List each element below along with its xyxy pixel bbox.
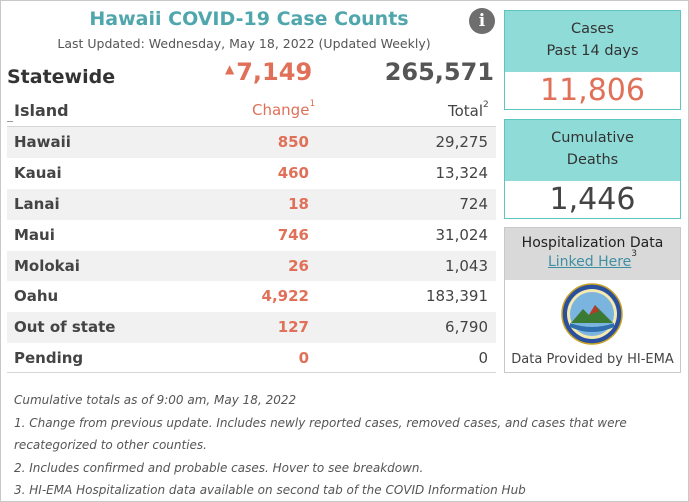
statewide-total[interactable]: 265,571 bbox=[384, 58, 494, 86]
island-change: 460 bbox=[277, 163, 309, 182]
cumulative-deaths-value: 1,446 bbox=[549, 182, 636, 217]
deaths-panel-subtitle: Deaths bbox=[566, 152, 619, 168]
table-row[interactable]: Molokai 26 1,043 bbox=[7, 250, 496, 282]
column-header-change-label: Change bbox=[252, 101, 310, 119]
column-header-island: Island bbox=[14, 101, 69, 120]
column-header-change: Change1 bbox=[252, 99, 316, 119]
last-updated-text: Last Updated: Wednesday, May 18, 2022 (U… bbox=[57, 36, 431, 51]
footnote-line: 3. HI-EMA Hospitalization data available… bbox=[14, 483, 526, 497]
footnote-line: 2. Includes confirmed and probable cases… bbox=[14, 460, 424, 475]
island-change: 26 bbox=[288, 256, 309, 275]
cases-14-days-panel[interactable]: Cases Past 14 days 11,806 bbox=[504, 10, 681, 110]
header-divider bbox=[7, 126, 496, 127]
column-header-total: Total2 bbox=[448, 100, 489, 120]
island-name: Pending bbox=[14, 349, 84, 368]
island-total: 724 bbox=[459, 194, 488, 213]
footnote-line: Cumulative totals as of 9:00 am, May 18,… bbox=[14, 393, 297, 407]
island-name: Hawaii bbox=[14, 133, 71, 151]
page-title: Hawaii COVID-19 Case Counts bbox=[89, 8, 409, 30]
island-change: 127 bbox=[277, 318, 309, 337]
footnotes: Cumulative totals as of 9:00 am, May 18,… bbox=[14, 389, 654, 502]
island-total: 13,324 bbox=[435, 163, 489, 182]
island-total: 183,391 bbox=[425, 287, 488, 306]
deaths-panel-header: Cumulative Deaths bbox=[505, 120, 680, 181]
footnote-ref-3: 3 bbox=[631, 249, 638, 259]
column-header-total-label: Total bbox=[448, 102, 484, 120]
hospitalization-link[interactable]: Linked Here bbox=[547, 254, 632, 270]
cases-panel-subtitle: Past 14 days bbox=[546, 43, 639, 59]
deaths-panel-title: Cumulative bbox=[551, 130, 634, 146]
table-row[interactable]: Pending 0 0 bbox=[7, 343, 496, 374]
statewide-change[interactable]: ▲7,149 bbox=[225, 58, 312, 86]
island-change: 850 bbox=[277, 133, 309, 151]
island-total: 29,275 bbox=[435, 133, 489, 151]
island-change: 4,922 bbox=[261, 287, 309, 306]
hospitalization-panel: Hospitalization Data Linked Here3 Data P… bbox=[504, 227, 681, 373]
column-resize-mark bbox=[7, 121, 13, 122]
table-row[interactable]: Oahu 4,922 183,391 bbox=[7, 281, 496, 312]
cumulative-deaths-panel[interactable]: Cumulative Deaths 1,446 bbox=[504, 119, 681, 219]
island-total: 6,790 bbox=[445, 318, 488, 337]
island-name: Out of state bbox=[14, 318, 116, 337]
cases-panel-title: Cases bbox=[570, 21, 615, 37]
hi-ema-seal-icon bbox=[561, 283, 623, 345]
table-row[interactable]: Out of state 127 6,790 bbox=[7, 312, 496, 344]
island-change: 18 bbox=[288, 194, 309, 213]
island-name: Molokai bbox=[14, 256, 80, 275]
table-row[interactable]: Kauai 460 13,324 bbox=[7, 158, 496, 189]
data-source-text: Data Provided by HI-EMA bbox=[511, 352, 674, 367]
island-total: 0 bbox=[478, 349, 488, 368]
island-total: 31,024 bbox=[435, 225, 489, 244]
island-change: 0 bbox=[298, 349, 309, 368]
statewide-label: Statewide bbox=[7, 66, 116, 88]
table-row[interactable]: Hawaii 850 29,275 bbox=[7, 127, 496, 158]
notes-divider bbox=[7, 372, 496, 373]
footnote-line: recategorized to other counties. bbox=[14, 438, 207, 452]
hospitalization-title: Hospitalization Data bbox=[521, 235, 664, 251]
footnote-ref-2: 2 bbox=[483, 100, 489, 110]
island-change: 746 bbox=[277, 225, 309, 244]
island-name: Lanai bbox=[14, 194, 60, 213]
table-row[interactable]: Lanai 18 724 bbox=[7, 188, 496, 220]
footnote-line: 1. Change from previous update. Includes… bbox=[14, 415, 627, 430]
statewide-change-value: 7,149 bbox=[236, 58, 313, 86]
hospitalization-header: Hospitalization Data Linked Here3 bbox=[505, 228, 680, 280]
island-name: Maui bbox=[14, 225, 55, 244]
footnote-ref-1: 1 bbox=[309, 99, 316, 109]
island-table: Hawaii 850 29,275 Kauai 460 13,324 Lanai… bbox=[7, 127, 496, 374]
up-triangle-icon: ▲ bbox=[225, 62, 235, 76]
island-name: Kauai bbox=[14, 163, 62, 182]
island-total: 1,043 bbox=[445, 256, 488, 275]
info-icon[interactable]: i bbox=[469, 8, 495, 34]
cases-panel-header: Cases Past 14 days bbox=[505, 11, 680, 72]
island-name: Oahu bbox=[14, 287, 59, 306]
cases-14-days-value: 11,806 bbox=[540, 73, 645, 108]
table-row[interactable]: Maui 746 31,024 bbox=[7, 220, 496, 251]
